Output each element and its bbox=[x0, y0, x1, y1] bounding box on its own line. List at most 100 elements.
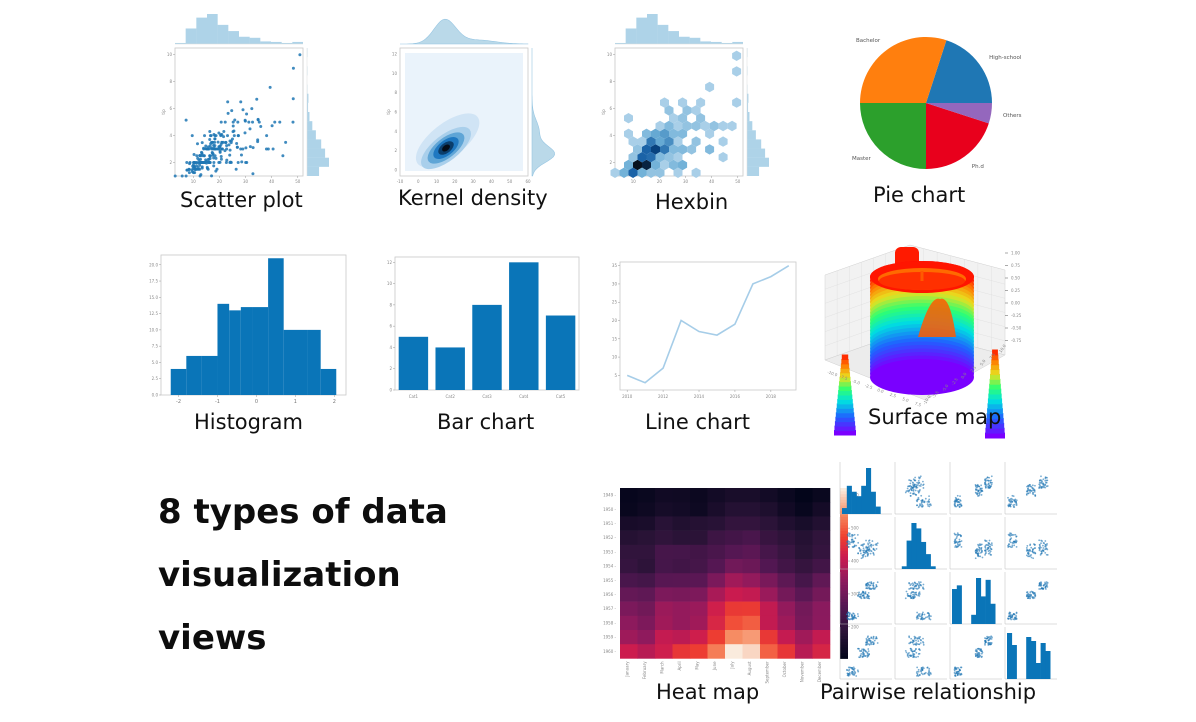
heatmap-cell bbox=[707, 615, 726, 631]
heatmap-cell bbox=[707, 559, 726, 574]
svg-text:25: 25 bbox=[612, 300, 618, 305]
heatmap-cell bbox=[725, 615, 743, 631]
histogram-chart: 0.0 2.5 5.0 7.5 10.0 12.5 15.0 17.5 20.0 -2 -1 0 1 2 bbox=[149, 254, 347, 405]
svg-text:September: September bbox=[765, 661, 770, 683]
heatmap-cell bbox=[812, 488, 831, 503]
heatmap-cell bbox=[672, 615, 691, 631]
svg-text:7.5: 7.5 bbox=[914, 401, 922, 408]
heatmap-cell bbox=[690, 488, 708, 503]
heatmap-cell bbox=[725, 644, 743, 659]
svg-text:7.5: 7.5 bbox=[152, 344, 159, 349]
heatmap-cell bbox=[637, 587, 656, 602]
heatmap-cell bbox=[655, 488, 673, 503]
svg-text:1949 -: 1949 - bbox=[603, 493, 616, 498]
heatmap-cell bbox=[620, 530, 638, 546]
scatter-plot-chart: 10 20 30 40 50 2 4 6 8 10 tip bbox=[161, 14, 329, 184]
heatmap-cell bbox=[812, 615, 831, 631]
svg-text:Others: Others bbox=[1003, 113, 1022, 119]
heatmap-cell bbox=[672, 630, 691, 645]
heatmap-cell bbox=[620, 502, 638, 517]
heatmap-cell bbox=[812, 644, 831, 659]
heatmap-cell bbox=[795, 502, 813, 517]
heatmap-cell bbox=[690, 601, 708, 617]
svg-text:8: 8 bbox=[389, 302, 392, 307]
heatmap-cell bbox=[812, 502, 831, 517]
svg-text:6: 6 bbox=[169, 106, 172, 111]
hexbin-panel: 10 20 30 40 50 2 4 6 8 10 tip bbox=[601, 10, 785, 184]
svg-text:4: 4 bbox=[389, 345, 392, 350]
heatmap-cell bbox=[812, 573, 831, 588]
heatmap-cell bbox=[742, 615, 761, 631]
heatmap-cell bbox=[777, 587, 796, 602]
svg-text:2: 2 bbox=[609, 160, 612, 165]
svg-text:4: 4 bbox=[394, 129, 397, 134]
heatmap-cell bbox=[637, 530, 656, 546]
svg-text:0: 0 bbox=[255, 399, 258, 405]
bar bbox=[435, 347, 465, 390]
svg-text:-10: -10 bbox=[397, 179, 404, 184]
heatmap-cell bbox=[760, 502, 778, 517]
heatmap-cell bbox=[742, 644, 761, 659]
bar-chart-panel: Cat1 Cat2 Cat3 Cat4 Cat5 0 2 4 6 8 10 12 bbox=[375, 250, 585, 410]
caption-histogram: Histogram bbox=[194, 410, 303, 434]
heatmap-cell bbox=[812, 530, 831, 546]
svg-text:Cat1: Cat1 bbox=[409, 394, 419, 399]
heatmap-cell bbox=[690, 630, 708, 645]
svg-text:2.5: 2.5 bbox=[152, 376, 159, 381]
heatmap-cell bbox=[777, 644, 796, 659]
svg-text:10.0: 10.0 bbox=[149, 327, 158, 332]
svg-text:30: 30 bbox=[683, 179, 689, 184]
heatmap-cell bbox=[637, 488, 656, 503]
heatmap-cell bbox=[637, 615, 656, 631]
heatmap-cell bbox=[742, 573, 761, 588]
heatmap-cell bbox=[690, 516, 708, 531]
heatmap-cell bbox=[690, 573, 708, 588]
svg-text:August: August bbox=[747, 661, 752, 675]
svg-text:10.0: 10.0 bbox=[998, 343, 1007, 354]
svg-text:-2.5: -2.5 bbox=[864, 383, 873, 391]
heatmap-cell bbox=[637, 573, 656, 588]
heatmap-cell bbox=[655, 516, 673, 531]
heatmap-cell bbox=[707, 502, 726, 517]
svg-text:April: April bbox=[677, 661, 682, 670]
svg-text:60: 60 bbox=[525, 179, 531, 184]
heatmap-cell bbox=[620, 516, 638, 531]
heatmap-cell bbox=[655, 502, 673, 517]
svg-text:Cat3: Cat3 bbox=[482, 394, 492, 399]
heatmap-cell bbox=[795, 516, 813, 531]
svg-text:0.0: 0.0 bbox=[877, 387, 885, 394]
surface-map-panel: 1.00 0.75 0.50 0.25 0.00 -0.25 -0.50 -0.75 -10.0… bbox=[815, 235, 1040, 439]
heatmap-cell bbox=[777, 516, 796, 531]
svg-text:10: 10 bbox=[167, 52, 173, 57]
svg-text:0: 0 bbox=[417, 179, 420, 184]
heatmap-cell bbox=[795, 559, 813, 574]
heatmap-cell bbox=[760, 587, 778, 602]
svg-text:10: 10 bbox=[392, 71, 398, 76]
heatmap-cell bbox=[742, 630, 761, 645]
heatmap-cell bbox=[742, 502, 761, 517]
svg-text:20: 20 bbox=[657, 179, 663, 184]
svg-text:400: 400 bbox=[851, 559, 859, 564]
svg-text:50: 50 bbox=[735, 179, 741, 184]
heatmap-cell bbox=[760, 516, 778, 531]
svg-text:June: June bbox=[712, 661, 717, 671]
svg-text:-0.25: -0.25 bbox=[1011, 313, 1022, 318]
heatmap-cell bbox=[690, 544, 708, 560]
bar bbox=[472, 304, 502, 390]
heatmap-cell bbox=[777, 544, 796, 560]
heatmap-cell bbox=[795, 530, 813, 546]
svg-text:November: November bbox=[800, 661, 805, 682]
svg-text:October: October bbox=[782, 661, 787, 677]
heatmap-cell bbox=[620, 544, 638, 560]
heatmap-cell bbox=[795, 630, 813, 645]
svg-text:300: 300 bbox=[851, 591, 859, 596]
caption-pairwise-relationship: Pairwise relationship bbox=[820, 680, 1037, 704]
heatmap-cell bbox=[795, 644, 813, 659]
svg-text:February: February bbox=[642, 661, 647, 679]
svg-text:5.0: 5.0 bbox=[152, 360, 159, 365]
svg-text:1952 -: 1952 - bbox=[603, 535, 616, 540]
caption-surface-map: Surface map bbox=[868, 405, 1002, 429]
svg-text:May: May bbox=[695, 661, 700, 670]
svg-text:1: 1 bbox=[294, 399, 297, 405]
heatmap-cell bbox=[777, 573, 796, 588]
